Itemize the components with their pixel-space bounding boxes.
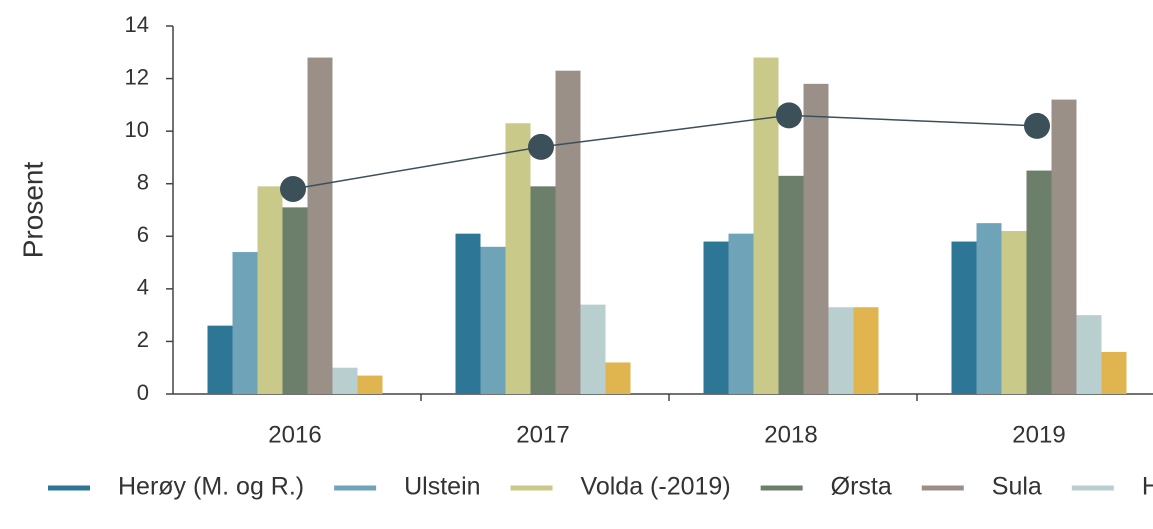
y-tick-label: 6 xyxy=(137,222,149,247)
legend-label: Herøy (M. og R.) xyxy=(118,473,304,501)
y-tick-label: 2 xyxy=(137,327,149,352)
bar xyxy=(1051,99,1077,394)
bar xyxy=(307,57,333,395)
y-tick-label: 14 xyxy=(125,12,149,37)
bar xyxy=(1101,351,1127,394)
bar xyxy=(257,186,283,394)
bar xyxy=(976,223,1002,394)
bar xyxy=(828,307,854,394)
bar xyxy=(1001,231,1027,394)
y-tick-label: 0 xyxy=(137,380,149,405)
bar xyxy=(605,362,631,394)
y-tick-label: 10 xyxy=(125,117,149,142)
legend-label: Volda (-2019) xyxy=(581,473,731,501)
bar xyxy=(951,241,977,394)
x-tick-label: 2016 xyxy=(268,421,321,448)
line-point xyxy=(280,175,306,202)
line-point xyxy=(1024,112,1050,139)
legend-label: Sula xyxy=(992,473,1042,501)
bar xyxy=(753,57,779,395)
legend-label: Ørsta xyxy=(831,473,892,501)
bar xyxy=(282,207,308,394)
bar xyxy=(207,325,233,394)
x-tick-label: 2019 xyxy=(1012,421,1065,448)
y-tick-label: 4 xyxy=(137,275,149,300)
bar xyxy=(505,123,531,394)
bar xyxy=(1026,170,1052,394)
bar xyxy=(480,246,506,394)
bar xyxy=(728,233,754,394)
y-tick-label: 8 xyxy=(137,170,149,195)
bar xyxy=(853,307,879,394)
bar xyxy=(778,175,804,394)
bar xyxy=(703,241,729,394)
bar xyxy=(357,375,383,394)
bar xyxy=(455,233,481,394)
x-tick-label: 2017 xyxy=(516,421,569,448)
bar xyxy=(530,186,556,394)
x-tick-label: 2018 xyxy=(764,421,817,448)
line-point xyxy=(528,133,554,160)
bar xyxy=(332,367,358,394)
bar xyxy=(580,304,606,394)
legend-label: Hareid xyxy=(1142,473,1153,501)
line-point xyxy=(776,102,802,129)
bar xyxy=(1076,315,1102,394)
bar xyxy=(232,252,258,394)
y-axis-label: Prosent xyxy=(17,162,48,259)
legend-label: Ulstein xyxy=(404,473,480,501)
line xyxy=(292,114,1038,190)
y-tick-label: 12 xyxy=(125,64,149,89)
bar xyxy=(803,83,829,394)
bar xyxy=(555,70,581,394)
